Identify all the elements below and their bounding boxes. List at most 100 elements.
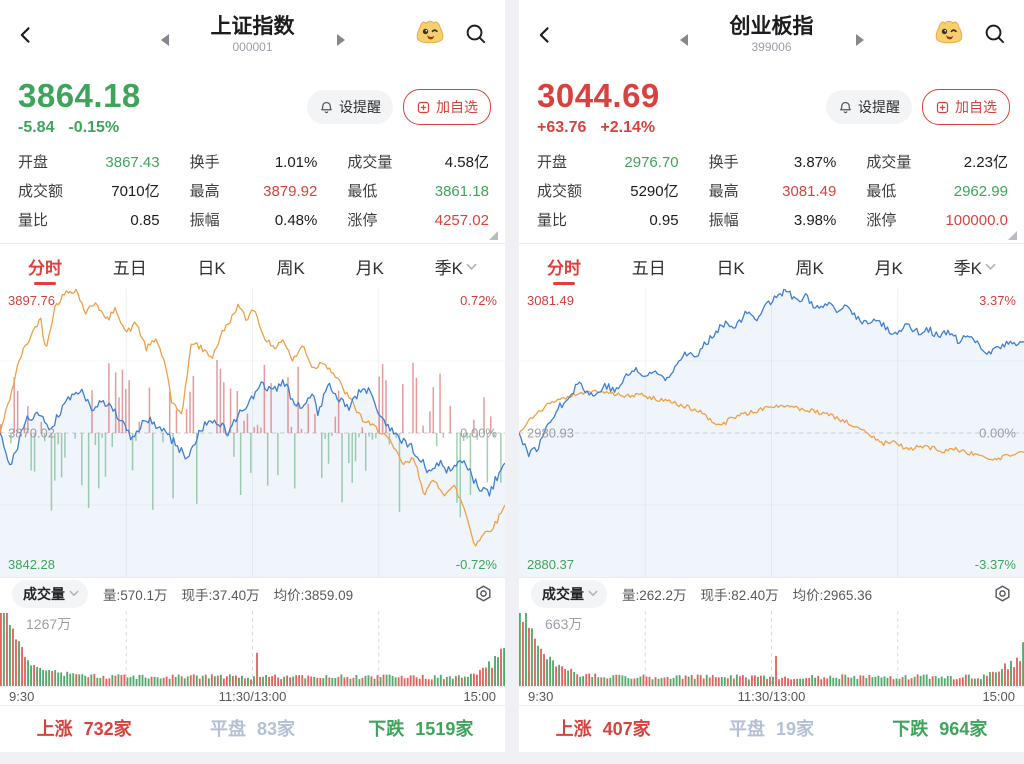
volume-readout: 量:570.1万 — [103, 587, 168, 603]
divider — [519, 243, 1024, 244]
stat-limit-up: 涨停 4257.02 — [347, 212, 489, 229]
search-icon[interactable] — [983, 22, 1006, 50]
lots-readout: 现手:37.40万 — [181, 587, 260, 603]
tab-daily-k[interactable]: 日K — [716, 259, 745, 278]
chart-zero-pct-label: 0.00% — [979, 425, 1016, 441]
add-watchlist-label: 加自选 — [436, 99, 478, 115]
prev-stock-icon[interactable] — [160, 34, 169, 46]
bell-icon — [840, 101, 851, 113]
advancers: 上涨 732家 — [36, 719, 132, 739]
chart-low-label: 3842.28 — [8, 557, 55, 572]
indicator-settings-icon[interactable] — [474, 584, 493, 603]
tab-weekly-k[interactable]: 周K — [795, 259, 824, 278]
tab-minute[interactable]: 分时 — [547, 244, 581, 289]
volume-chart-canvas — [519, 611, 1024, 687]
time-axis: 9:30 11:30/13:00 15:00 — [519, 687, 1024, 705]
last-price: 3864.18 — [18, 76, 141, 114]
chart-low-label: 2880.37 — [527, 557, 574, 572]
period-tabs: 分时 五日 日K 周K 月K 季K — [0, 244, 505, 289]
chart-prevclose-label: 2980.93 — [527, 425, 574, 441]
market-breadth: 上涨 732家 平盘 83家 下跌 1519家 — [0, 705, 505, 750]
set-alert-button[interactable]: 设提醒 — [826, 90, 912, 124]
tab-monthly-k[interactable]: 月K — [874, 259, 903, 278]
stats-grid: 开盘 2976.70 换手 3.87% 成交量 2.23亿 成交额 5290亿 最高 30… — [519, 144, 1024, 243]
expand-stats-handle[interactable] — [489, 231, 498, 240]
add-watchlist-button[interactable]: 加自选 — [403, 89, 491, 125]
minute-chart-canvas — [0, 289, 505, 577]
stat-vol-ratio: 量比 0.95 — [537, 212, 679, 229]
next-stock-icon[interactable] — [855, 34, 864, 46]
set-alert-label: 设提醒 — [858, 99, 900, 115]
change-value: -5.84 — [18, 118, 55, 136]
indicator-selector[interactable]: 成交量 — [531, 579, 607, 608]
bell-icon — [321, 101, 332, 113]
chart-high-label: 3897.76 — [8, 293, 55, 308]
price-block: 3864.18 -5.84 -0.15% — [18, 76, 141, 137]
stat-vol-ratio: 量比 0.85 — [18, 212, 160, 229]
set-alert-label: 设提醒 — [339, 99, 381, 115]
back-icon[interactable] — [535, 24, 555, 51]
stat-volume: 成交量 4.58亿 — [347, 154, 489, 171]
time-open: 9:30 — [528, 688, 554, 704]
header: 上证指数 000001 — [0, 0, 505, 70]
set-alert-button[interactable]: 设提醒 — [307, 90, 393, 124]
chevron-down-icon — [69, 590, 79, 597]
time-noon: 11:30/13:00 — [218, 688, 287, 704]
chart-low-pct-label: -3.37% — [974, 557, 1016, 572]
chart-prevclose-label: 3870.02 — [8, 425, 55, 441]
chart-high-pct-label: 3.37% — [979, 293, 1016, 308]
add-watchlist-label: 加自选 — [955, 99, 997, 115]
search-icon[interactable] — [464, 22, 487, 50]
assistant-mascot-icon[interactable] — [934, 18, 964, 50]
price-block: 3044.69 +63.76 +2.14% — [537, 77, 660, 137]
add-watchlist-button[interactable]: 加自选 — [922, 89, 1010, 125]
volume-max-label: 1267万 — [26, 616, 72, 632]
stat-high: 最高 3081.49 — [708, 183, 837, 200]
tab-5day[interactable]: 五日 — [631, 259, 666, 278]
market-breadth: 上涨 407家 平盘 19家 下跌 964家 — [519, 705, 1024, 750]
chart-high-label: 3081.49 — [527, 293, 574, 308]
change-line: +63.76 +2.14% — [537, 119, 660, 137]
volume-chart[interactable]: 1267万 — [0, 609, 505, 687]
indicator-bar: 成交量 量:262.2万 现手:82.40万 均价:2965.36 — [519, 578, 1024, 609]
tab-daily-k[interactable]: 日K — [197, 259, 226, 278]
minute-chart[interactable]: 3081.49 3.37% 2980.93 0.00% 2880.37 -3.3… — [519, 289, 1024, 577]
stat-low: 最低 3861.18 — [347, 183, 489, 200]
advancers: 上涨 407家 — [555, 719, 651, 739]
quote-row: 3864.18 -5.84 -0.15% 设提醒 加自选 — [0, 70, 505, 144]
tab-weekly-k[interactable]: 周K — [276, 259, 305, 278]
stat-amplitude: 振幅 0.48% — [189, 212, 318, 229]
assistant-mascot-icon[interactable] — [415, 18, 445, 50]
time-noon: 11:30/13:00 — [737, 688, 806, 704]
stats-grid: 开盘 3867.43 换手 1.01% 成交量 4.58亿 成交额 7010亿 最高 38… — [0, 144, 505, 243]
tab-quarterly-k[interactable]: 季K — [435, 244, 477, 289]
divider — [0, 243, 505, 244]
minute-chart[interactable]: 3897.76 0.72% 3870.02 0.00% 3842.28 -0.7… — [0, 289, 505, 577]
prev-stock-icon[interactable] — [679, 34, 688, 46]
stat-volume: 成交量 2.23亿 — [866, 154, 1008, 171]
back-icon[interactable] — [16, 24, 36, 51]
tab-5day[interactable]: 五日 — [112, 259, 147, 278]
expand-stats-handle[interactable] — [1008, 231, 1017, 240]
time-axis: 9:30 11:30/13:00 15:00 — [0, 687, 505, 705]
change-percent: -0.15% — [68, 118, 120, 136]
indicator-readout: 量:570.1万 现手:37.40万 均价:3859.09 — [103, 584, 353, 604]
chevron-down-icon — [985, 263, 996, 270]
indicator-selector[interactable]: 成交量 — [12, 579, 88, 608]
chevron-down-icon — [588, 590, 598, 597]
tab-monthly-k[interactable]: 月K — [355, 259, 384, 278]
next-stock-icon[interactable] — [336, 34, 345, 46]
stat-turnover: 换手 3.87% — [708, 154, 837, 171]
panel-sse: 上证指数 000001 3864.18 -5. — [0, 0, 505, 752]
tab-quarterly-k[interactable]: 季K — [954, 244, 996, 289]
chart-zero-pct-label: 0.00% — [460, 425, 497, 441]
stat-high: 最高 3879.92 — [189, 183, 318, 200]
page-title: 创业板指 — [729, 15, 814, 38]
indicator-bar: 成交量 量:570.1万 现手:37.40万 均价:3859.09 — [0, 578, 505, 609]
time-close: 15:00 — [982, 688, 1015, 704]
indicator-settings-icon[interactable] — [993, 584, 1012, 603]
tab-minute[interactable]: 分时 — [28, 244, 62, 289]
avg-price-readout: 均价:2965.36 — [792, 587, 873, 603]
volume-chart[interactable]: 663万 — [519, 609, 1024, 687]
